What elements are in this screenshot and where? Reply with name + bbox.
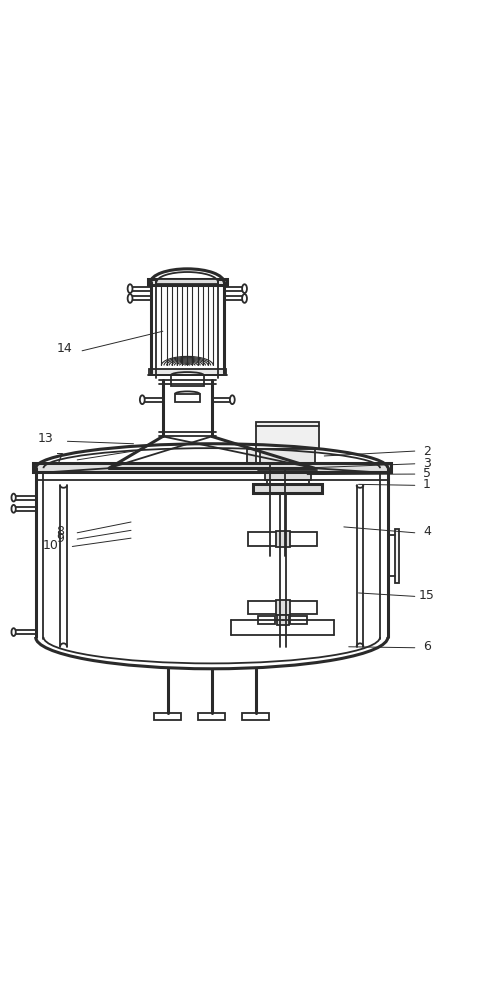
Bar — [142, 398, 163, 402]
Text: 10: 10 — [42, 539, 58, 552]
Bar — [267, 480, 308, 486]
Ellipse shape — [127, 294, 132, 303]
Ellipse shape — [127, 284, 132, 293]
Text: 15: 15 — [419, 589, 435, 602]
Bar — [149, 369, 226, 375]
Bar — [286, 601, 317, 614]
Text: 14: 14 — [57, 342, 73, 355]
Bar — [290, 616, 307, 624]
Bar — [248, 532, 280, 546]
Bar — [148, 279, 227, 285]
Ellipse shape — [140, 395, 145, 404]
Bar — [260, 449, 315, 468]
Bar — [277, 615, 289, 625]
Bar — [14, 496, 35, 500]
Ellipse shape — [242, 294, 247, 303]
Ellipse shape — [230, 395, 235, 404]
Ellipse shape — [242, 284, 247, 293]
Bar — [171, 375, 204, 386]
Bar — [130, 296, 151, 300]
Bar — [286, 532, 317, 546]
Bar — [253, 484, 322, 493]
Ellipse shape — [11, 628, 16, 636]
Bar — [212, 398, 232, 402]
Text: 7: 7 — [56, 452, 64, 465]
Bar — [248, 601, 280, 614]
Bar — [156, 279, 218, 284]
Text: 8: 8 — [56, 525, 64, 538]
Bar — [242, 713, 270, 720]
Bar — [276, 600, 289, 615]
Text: 13: 13 — [37, 432, 53, 445]
Bar — [14, 507, 35, 511]
Bar — [198, 713, 225, 720]
Bar — [14, 630, 35, 634]
Text: 1: 1 — [423, 478, 431, 491]
Ellipse shape — [11, 505, 16, 513]
Bar — [247, 449, 256, 466]
Bar — [265, 472, 310, 480]
Bar — [224, 296, 245, 300]
Text: 4: 4 — [423, 525, 431, 538]
Text: 6: 6 — [423, 640, 431, 653]
Bar — [395, 529, 399, 583]
Text: 5: 5 — [423, 467, 431, 480]
Bar — [32, 463, 391, 472]
Bar — [256, 422, 319, 449]
Bar — [224, 287, 245, 291]
Ellipse shape — [11, 494, 16, 501]
Text: 2: 2 — [423, 445, 431, 458]
Bar — [175, 394, 200, 402]
Bar — [130, 287, 151, 291]
Text: 3: 3 — [423, 457, 431, 470]
Bar — [258, 616, 276, 624]
Bar — [276, 531, 289, 547]
Text: 9: 9 — [56, 532, 64, 545]
Bar — [154, 713, 182, 720]
